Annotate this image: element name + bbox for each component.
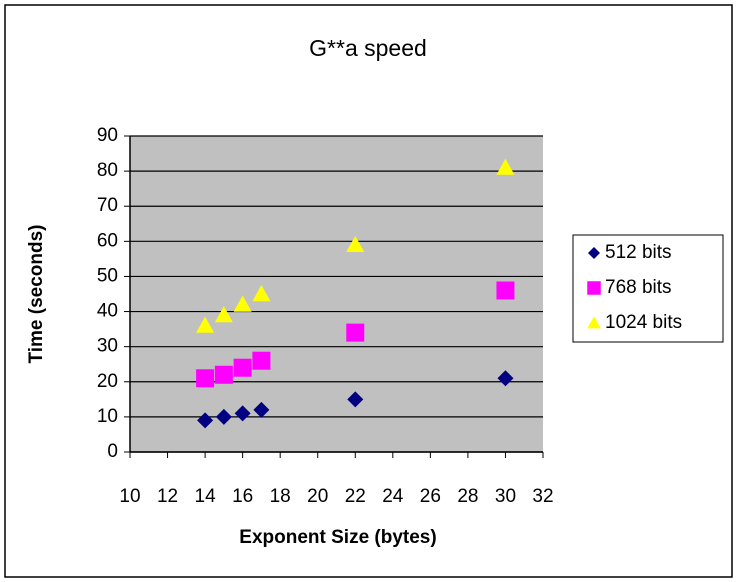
- plot-area: [130, 136, 543, 452]
- x-tick-label: 14: [195, 486, 217, 507]
- x-tick-label: 20: [307, 486, 328, 507]
- point: [196, 316, 215, 333]
- legend-label: 1024 bits: [605, 312, 682, 333]
- y-tick-label: 70: [97, 195, 118, 216]
- x-tick-label: 26: [420, 486, 441, 507]
- point: [346, 323, 365, 342]
- chart-title: G**a speed: [309, 35, 427, 61]
- point: [233, 295, 252, 312]
- x-tick-label: 24: [382, 486, 404, 507]
- y-tick-label: 40: [97, 301, 118, 322]
- x-tick-label: 32: [532, 486, 553, 507]
- point: [496, 158, 515, 175]
- legend-marker: [588, 247, 600, 259]
- point: [215, 408, 232, 425]
- point: [197, 412, 214, 429]
- y-tick-label: 0: [107, 441, 118, 462]
- point: [346, 235, 365, 253]
- x-axis-title: Exponent Size (bytes): [239, 527, 436, 548]
- x-tick-label: 18: [270, 486, 291, 507]
- x-tick-label: 22: [345, 486, 366, 507]
- legend-marker: [587, 281, 601, 295]
- x-tick-label: 16: [232, 486, 253, 507]
- x-tick-label: 12: [157, 486, 178, 507]
- y-tick-label: 10: [97, 406, 118, 427]
- y-tick-label: 50: [97, 265, 118, 286]
- point: [252, 351, 271, 370]
- x-tick-label: 10: [119, 486, 140, 507]
- legend-marker: [587, 316, 601, 329]
- y-tick-label: 30: [97, 336, 118, 357]
- y-axis-title: Time (seconds): [26, 224, 47, 363]
- y-tick-label: 80: [97, 160, 118, 181]
- point: [252, 285, 271, 302]
- point: [196, 369, 215, 388]
- y-tick-label: 90: [97, 125, 118, 146]
- point: [214, 306, 233, 323]
- point: [497, 370, 514, 387]
- legend-label: 768 bits: [605, 277, 672, 298]
- x-tick-label: 30: [495, 486, 516, 507]
- point: [253, 401, 270, 418]
- y-tick-label: 60: [97, 230, 118, 251]
- point: [234, 405, 251, 422]
- point: [233, 358, 252, 377]
- point: [214, 365, 233, 384]
- point: [347, 391, 364, 408]
- x-tick-label: 28: [457, 486, 478, 507]
- legend-label: 512 bits: [605, 242, 672, 263]
- point: [496, 281, 515, 300]
- y-tick-label: 20: [97, 371, 118, 392]
